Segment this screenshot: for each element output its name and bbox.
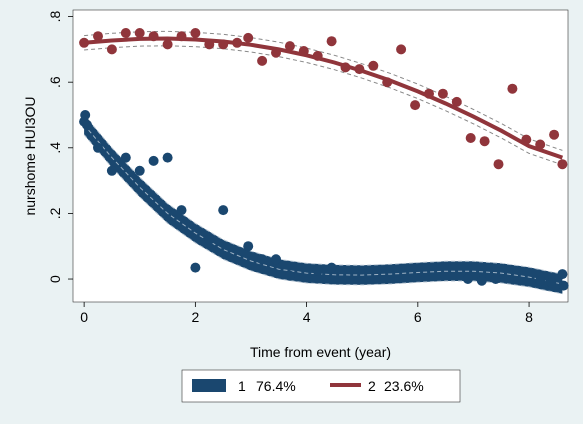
point-series-1-8: [162, 152, 173, 163]
point-series-2-13: [257, 55, 268, 66]
point-series-2-1: [93, 31, 103, 42]
point-series-2-12: [243, 32, 254, 43]
point-series-2-7: [176, 31, 187, 42]
point-series-2-26: [437, 88, 448, 99]
fit-line-series-1: [83, 124, 563, 285]
point-series-1-1: [80, 110, 91, 120]
point-series-2-5: [148, 31, 159, 42]
y-axis-label: nurshome HUI3OU: [22, 96, 38, 215]
point-series-2-32: [521, 134, 532, 145]
point-series-1-13: [243, 241, 254, 252]
point-series-2-17: [312, 50, 323, 61]
point-series-2-0: [79, 37, 90, 48]
x-axis-label: Time from event (year): [250, 344, 391, 360]
ci-lower-series-1: [83, 134, 563, 295]
ci-upper-series-2: [84, 30, 563, 151]
point-series-2-11: [232, 37, 243, 48]
point-series-1-24: [557, 269, 568, 280]
point-series-2-35: [557, 159, 568, 170]
point-series-1-21: [490, 274, 501, 284]
point-series-1-7: [148, 155, 159, 166]
point-series-1-18: [326, 262, 337, 273]
y-tick-label-3: .6: [47, 76, 63, 88]
point-series-1-10: [190, 262, 201, 273]
data-points: [79, 28, 569, 291]
legend-share-series-2: 23.6%: [384, 378, 424, 394]
point-series-1-14: [257, 254, 268, 265]
point-series-1-23: [546, 277, 557, 288]
point-series-2-2: [106, 44, 117, 55]
axes: 0 2 4 6 8 0 .2 .4 .6 .8: [47, 11, 533, 325]
y-tick-label-1: .2: [47, 207, 63, 219]
point-series-2-10: [218, 39, 229, 50]
point-series-2-28: [465, 133, 476, 143]
point-series-2-25: [424, 88, 434, 99]
point-series-2-8: [190, 28, 201, 38]
y-tick-label-2: .4: [47, 142, 63, 154]
point-series-2-23: [396, 44, 407, 55]
legend-label-series-2: 2: [368, 378, 376, 394]
point-series-2-18: [326, 36, 337, 47]
point-series-2-31: [507, 83, 518, 94]
y-tick-label-4: .8: [47, 11, 63, 23]
point-series-1-15: [271, 254, 281, 265]
legend-box: [181, 369, 461, 403]
point-series-2-19: [340, 62, 351, 73]
point-series-2-24: [410, 100, 421, 111]
point-series-2-34: [549, 129, 560, 140]
point-series-2-4: [134, 28, 145, 38]
point-series-1-5: [120, 152, 131, 163]
point-series-1-6: [134, 165, 145, 176]
point-series-1-16: [284, 270, 295, 281]
point-series-1-4: [106, 165, 117, 176]
x-tick-label-4: 8: [525, 309, 533, 325]
point-series-1-25: [558, 280, 569, 291]
point-series-2-20: [354, 64, 365, 75]
x-tick-label-0: 0: [80, 309, 88, 325]
legend: 1 76.4% 2 23.6%: [181, 369, 461, 403]
point-series-2-9: [204, 39, 215, 50]
legend-label-series-1: 1: [238, 378, 246, 394]
point-series-2-3: [120, 28, 131, 38]
ci-band-series-1: [84, 115, 563, 294]
x-tick-label-3: 6: [414, 309, 422, 325]
point-series-2-6: [162, 39, 173, 50]
point-series-2-33: [535, 139, 546, 150]
point-series-1-20: [476, 275, 487, 286]
legend-share-series-1: 76.4%: [256, 378, 296, 394]
legend-swatch-series-1: [192, 379, 226, 392]
point-series-2-29: [479, 136, 490, 147]
point-series-1-2: [81, 119, 92, 130]
x-tick-label-1: 2: [191, 309, 199, 325]
point-series-2-14: [271, 47, 281, 58]
point-series-1-9: [176, 205, 187, 216]
point-series-1-22: [535, 275, 546, 286]
point-series-1-12: [218, 205, 229, 216]
x-tick-label-2: 4: [303, 309, 311, 325]
point-series-2-21: [368, 60, 379, 71]
point-series-2-27: [451, 96, 462, 107]
point-series-2-15: [284, 41, 295, 52]
point-series-2-30: [493, 159, 504, 170]
point-series-2-22: [382, 77, 393, 88]
point-series-2-16: [298, 46, 309, 56]
y-tick-label-0: 0: [47, 275, 63, 283]
point-series-1-19: [462, 274, 473, 284]
point-series-1-11: [204, 234, 215, 245]
point-series-1-17: [312, 265, 323, 276]
point-series-1-3: [93, 142, 103, 153]
